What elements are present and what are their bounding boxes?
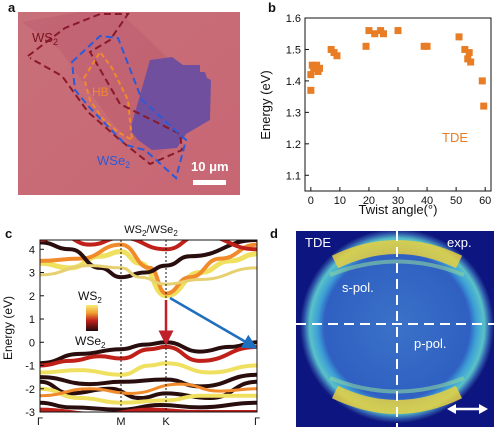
double-arrow-icon [447, 404, 488, 414]
x-tick-label: 30 [392, 195, 404, 207]
x-axis-label: Twist angle(°) [359, 202, 438, 217]
data-point [478, 77, 486, 85]
data-point [333, 52, 341, 60]
data-point [423, 42, 431, 50]
x-tick-label: 60 [479, 195, 491, 207]
band-y-tick-label: 0 [29, 337, 35, 349]
data-point [307, 71, 315, 79]
legend-wse2-label: WSe2 [75, 334, 106, 350]
scalebar-label: 10 μm [191, 159, 229, 174]
band-plot-frame [39, 239, 258, 413]
band-line-5 [40, 340, 257, 366]
x-tick-label: 10 [334, 195, 346, 207]
band-line-7 [40, 361, 257, 377]
data-point [365, 27, 373, 35]
data-point [455, 33, 463, 41]
y-tick-label: 1.6 [286, 13, 301, 25]
annotation-tde: TDE [442, 130, 468, 145]
indirect-transition-arrow [169, 296, 258, 349]
ws2-outline [27, 13, 184, 166]
label-p-pol: p-pol. [414, 336, 447, 351]
label-s-pol: s-pol. [342, 280, 374, 295]
panel-d-letter: d [270, 226, 278, 241]
label-exp: exp. [447, 235, 472, 250]
hb-outline [82, 50, 134, 142]
band-x-tick-label: Γ [254, 416, 260, 428]
band-y-tick-label: 3 [29, 268, 35, 280]
panel-a-letter: a [8, 0, 16, 15]
band-line-8 [40, 372, 257, 389]
data-point [307, 86, 315, 94]
band-y-tick-label: -1 [25, 361, 35, 373]
legend-ws2-label: WS2 [78, 289, 102, 305]
panel-b-letter: b [268, 0, 276, 15]
data-point [379, 30, 387, 38]
data-point [465, 49, 473, 57]
panel-c-letter: c [5, 226, 13, 241]
label-ws2: WS2 [32, 30, 58, 47]
band-line-10 [40, 386, 257, 405]
band-y-tick-label: 1 [29, 314, 35, 326]
band-x-tick-label: K [162, 416, 170, 428]
y-tick-label: 1.2 [286, 139, 301, 151]
y-tick-label: 1.5 [286, 44, 301, 56]
label-tde-d: TDE [305, 235, 331, 250]
band-y-axis-label: Energy (eV) [1, 296, 15, 360]
band-line-13 [40, 382, 257, 398]
label-wse2: WSe2 [97, 153, 130, 170]
data-point [371, 30, 379, 38]
y-tick-label: 1.4 [286, 76, 301, 88]
band-line-2 [40, 240, 257, 280]
scalebar [193, 180, 226, 185]
data-point [467, 58, 475, 66]
emission-disc [300, 231, 494, 423]
data-point [394, 27, 402, 35]
band-y-tick-label: -3 [25, 407, 35, 419]
y-tick-label: 1.3 [286, 107, 301, 119]
x-tick-label: 20 [363, 195, 375, 207]
y-axis-label: Energy (eV) [258, 70, 273, 139]
data-point [362, 42, 370, 50]
band-line-12 [40, 407, 257, 412]
purple-flake [130, 57, 211, 150]
band-line-6 [40, 344, 257, 368]
band-y-tick-label: 4 [29, 244, 35, 256]
label-hb: HB [92, 85, 109, 99]
wse2-outline [70, 34, 188, 180]
data-point [461, 45, 469, 53]
data-point [480, 102, 488, 110]
x-tick-label: 50 [450, 195, 462, 207]
x-tick-label: 0 [308, 195, 314, 207]
band-y-tick-label: -2 [25, 384, 35, 396]
band-x-tick-label: Γ [37, 416, 43, 428]
band-y-tick-label: 2 [29, 291, 35, 303]
band-chart-title: WS2/WSe2 [124, 224, 178, 238]
band-line-4 [40, 264, 257, 286]
band-line-9 [40, 379, 257, 401]
x-tick-label: 40 [421, 195, 433, 207]
band-line-11 [40, 400, 257, 412]
band-x-tick-label: M [116, 416, 125, 428]
data-point [316, 64, 324, 72]
y-tick-label: 1.1 [286, 170, 301, 182]
legend-color-bar [86, 305, 98, 331]
